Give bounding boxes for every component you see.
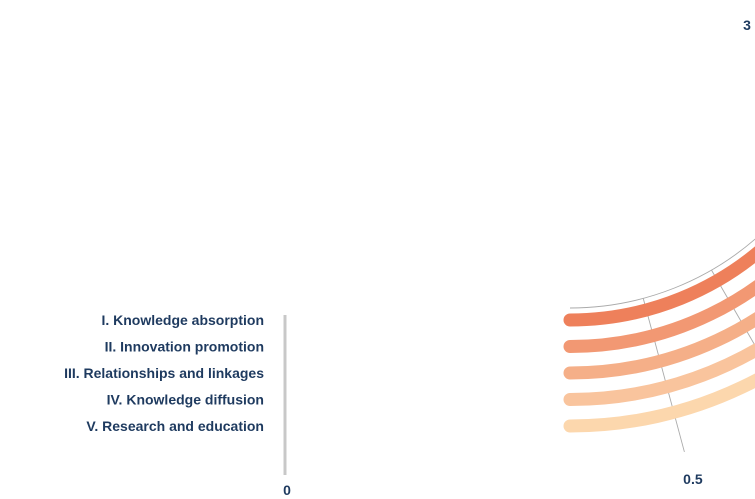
gridline-0.5 (642, 298, 685, 453)
bar-1 (563, 246, 755, 327)
tick-label-0: 0 (283, 482, 291, 498)
tick-layer: 00.511.522.53 (283, 17, 751, 498)
bar-4 (563, 343, 755, 406)
gridline-1 (711, 269, 755, 347)
bar-3 (563, 312, 755, 380)
category-label-2: II. Innovation promotion (105, 339, 264, 355)
category-label-4: IV. Knowledge diffusion (107, 392, 264, 408)
bar-layer (563, 246, 755, 433)
tick-label-0-5: 0.5 (683, 471, 703, 487)
grid-outer-arc (569, 238, 755, 309)
category-label-1: I. Knowledge absorption (101, 312, 264, 328)
tick-label-3: 3 (743, 17, 751, 33)
category-labels: I. Knowledge absorption II. Innovation pr… (64, 312, 264, 434)
bar-5 (563, 373, 755, 433)
bar-2 (563, 279, 755, 353)
category-label-3: III. Relationships and linkages (64, 365, 264, 381)
category-label-5: V. Research and education (86, 418, 264, 434)
grid-layer (283, 238, 755, 475)
